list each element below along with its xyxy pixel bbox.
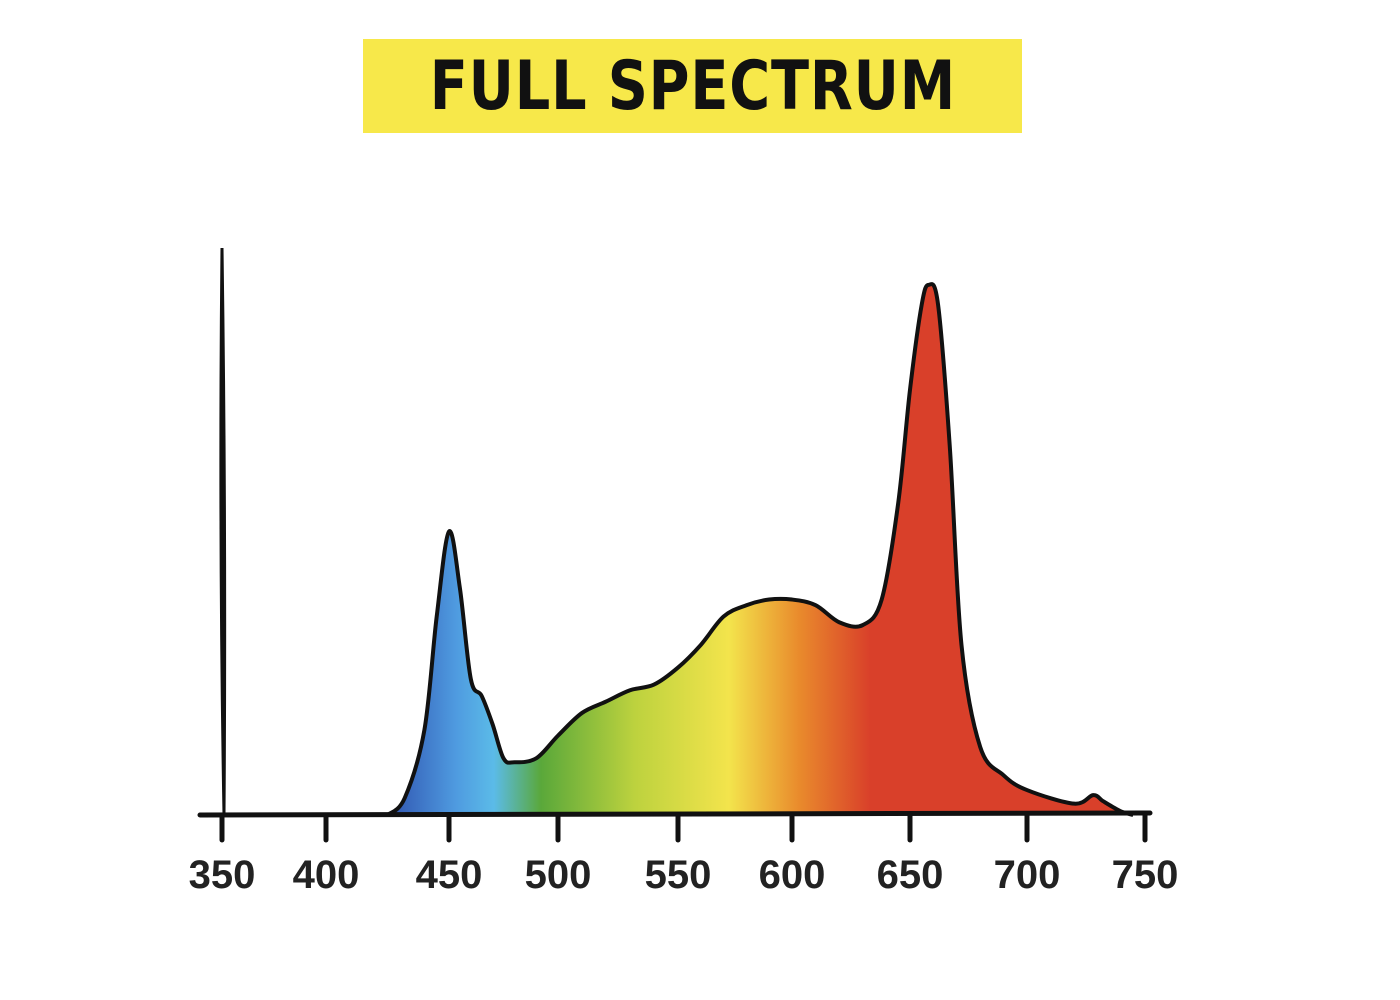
spectrum-area xyxy=(387,284,1134,815)
y-axis xyxy=(219,247,227,816)
title-banner: FULL SPECTRUM xyxy=(363,39,1022,133)
x-tick-label: 400 xyxy=(293,853,360,897)
spectrum-outline xyxy=(386,282,1134,817)
x-tick-label: 500 xyxy=(525,853,592,897)
x-tick-label: 750 xyxy=(1112,853,1179,897)
chart-title: FULL SPECTRUM xyxy=(429,46,956,126)
x-axis xyxy=(197,810,1153,818)
x-tick-label: 600 xyxy=(759,853,826,897)
x-tick-label: 700 xyxy=(994,853,1061,897)
x-tick-label: 450 xyxy=(416,853,483,897)
x-tick-label: 350 xyxy=(189,853,256,897)
x-tick-label: 550 xyxy=(645,853,712,897)
x-tick-label: 650 xyxy=(877,853,944,897)
